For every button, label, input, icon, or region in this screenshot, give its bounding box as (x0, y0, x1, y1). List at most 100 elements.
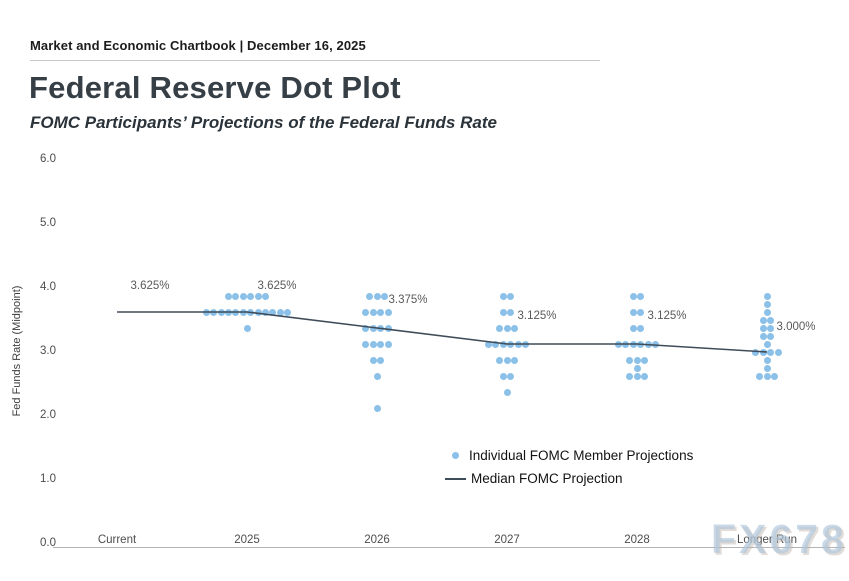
fomc-projection-dot (752, 348, 760, 356)
fomc-projection-dot (262, 292, 269, 300)
fomc-projection-dot (362, 340, 370, 348)
fomc-projection-dot (369, 308, 377, 316)
y-axis-tick: 2.0 (40, 409, 56, 421)
median-value-label: 3.125% (517, 310, 557, 323)
median-value-label: 3.625% (130, 280, 170, 292)
fomc-projection-dot (767, 348, 775, 356)
x-axis-label: Longer Run (736, 534, 798, 546)
median-value-label: 3.000% (776, 320, 816, 333)
fomc-projection-dot (770, 372, 778, 380)
fomc-projection-dot (637, 324, 645, 332)
fomc-projection-dot (633, 364, 641, 372)
fomc-projection-dot (377, 324, 385, 332)
fomc-projection-dot (507, 340, 515, 348)
fomc-projection-dot (510, 356, 518, 364)
fomc-projection-dot (232, 292, 240, 300)
fomc-projection-dot (269, 308, 277, 316)
dot-marker-icon (452, 452, 459, 459)
fomc-projection-dot (633, 356, 641, 364)
fomc-projection-dot (767, 332, 775, 340)
fomc-projection-dot (759, 348, 767, 356)
y-axis-tick: 0.0 (40, 537, 56, 549)
legend-label-dots: Individual FOMC Member Projections (469, 448, 694, 463)
fomc-projection-dot (763, 372, 771, 380)
fomc-projection-dot (615, 340, 622, 348)
legend: Individual FOMC Member Projections Media… (444, 444, 693, 490)
fomc-projection-dot (380, 292, 388, 300)
fomc-projection-dot (763, 292, 771, 300)
fomc-projection-dot (763, 356, 771, 364)
fomc-projection-dot (225, 292, 232, 300)
y-axis-tick: 3.0 (40, 345, 56, 357)
fomc-projection-dot (629, 292, 637, 300)
fomc-projection-dot (239, 308, 247, 316)
fomc-projection-dot (496, 324, 504, 332)
fomc-projection-dot (384, 340, 392, 348)
fomc-projection-dot (774, 348, 782, 356)
fomc-projection-dot (637, 292, 645, 300)
fomc-projection-dot (759, 332, 767, 340)
fomc-projection-dot (499, 372, 507, 380)
fomc-projection-dot (217, 308, 225, 316)
fomc-projection-dot (496, 356, 504, 364)
page-subtitle: FOMC Participants’ Projections of the Fe… (30, 113, 497, 132)
fomc-projection-dot (756, 372, 764, 380)
fomc-projection-dot (767, 316, 775, 324)
fomc-projection-dot (362, 308, 370, 316)
fomc-projection-dot (763, 340, 771, 348)
fomc-projection-dot (366, 292, 374, 300)
fomc-projection-dot (373, 404, 381, 412)
fomc-projection-dot (499, 340, 507, 348)
fomc-projection-dot (640, 356, 648, 364)
median-value-label: 3.375% (388, 294, 428, 307)
fomc-projection-dot (202, 308, 210, 316)
fomc-projection-dot (499, 292, 507, 300)
line-marker-icon (445, 477, 466, 480)
x-axis-line (53, 547, 845, 548)
x-axis-label: Current (97, 534, 137, 546)
fomc-projection-dot (763, 300, 771, 308)
fomc-projection-dot (247, 292, 255, 300)
fomc-projection-dot (763, 308, 771, 316)
fomc-projection-dot (507, 292, 515, 300)
fomc-projection-dot (503, 356, 511, 364)
fomc-projection-dot (514, 340, 522, 348)
legend-item-median: Median FOMC Projection (444, 467, 693, 490)
y-axis-tick: 4.0 (40, 281, 56, 293)
fomc-projection-dot (254, 308, 262, 316)
fomc-projection-dot (373, 372, 381, 380)
fomc-projection-dot (210, 308, 218, 316)
fomc-projection-dot (503, 388, 511, 396)
fomc-projection-dot (626, 372, 634, 380)
fomc-projection-dot (369, 340, 377, 348)
legend-label-median: Median FOMC Projection (471, 471, 623, 486)
fomc-projection-dot (247, 308, 255, 316)
fomc-projection-dot (262, 308, 269, 316)
x-axis-label: 2027 (494, 534, 520, 546)
y-axis-tick: 6.0 (40, 153, 56, 165)
fomc-projection-dot (633, 372, 641, 380)
fomc-projection-dot (622, 340, 630, 348)
fomc-projection-dot (644, 340, 652, 348)
fomc-projection-dot (254, 292, 262, 300)
watermark: FX678 (711, 516, 847, 562)
x-axis-label: 2028 (624, 534, 650, 546)
fomc-projection-dot (377, 356, 385, 364)
fomc-projection-dot (284, 308, 292, 316)
fomc-projection-dot (640, 372, 648, 380)
fomc-projection-dot (276, 308, 284, 316)
fomc-projection-dot (373, 292, 381, 300)
fomc-projection-dot (377, 308, 385, 316)
fomc-projection-dot (492, 340, 500, 348)
y-axis-tick: 1.0 (40, 473, 56, 485)
median-value-label: 3.125% (647, 310, 687, 323)
fomc-projection-dot (626, 356, 634, 364)
x-axis-label: 2026 (364, 534, 390, 546)
fomc-projection-dot (767, 324, 775, 332)
page-title: Federal Reserve Dot Plot (29, 70, 401, 105)
fomc-projection-dot (362, 324, 370, 332)
fomc-projection-dot (503, 324, 511, 332)
chartbook-header: Market and Economic Chartbook | December… (30, 38, 366, 53)
